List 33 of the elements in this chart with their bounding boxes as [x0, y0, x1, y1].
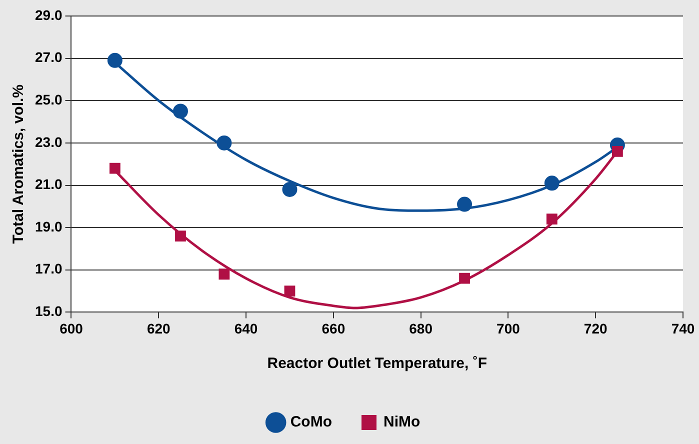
- y-tick-label: 27.0: [35, 49, 62, 66]
- point: [218, 268, 230, 280]
- x-tick-label: 720: [584, 320, 608, 336]
- point: [612, 146, 623, 157]
- point: [175, 230, 186, 242]
- point: [546, 214, 558, 225]
- y-tick-label: 23.0: [35, 134, 62, 150]
- point: [107, 52, 122, 68]
- point: [457, 196, 472, 212]
- x-tick-label: 660: [322, 320, 346, 336]
- x-tick-label: 640: [234, 320, 258, 336]
- point: [284, 286, 296, 296]
- legend-label: CoMo: [290, 414, 332, 431]
- y-tick-label: 19.0: [35, 218, 62, 234]
- point: [282, 182, 298, 197]
- x-tick-label: 620: [146, 320, 171, 336]
- legend-label: NiMo: [384, 414, 420, 431]
- point: [109, 162, 120, 174]
- y-tick-label: 17.0: [35, 260, 62, 277]
- y-tick-label: 29.0: [35, 6, 62, 23]
- x-tick-label: 600: [60, 320, 84, 336]
- y-axis-title: Total Aromatics, vol.%: [10, 84, 28, 244]
- y-tick-label: 21.0: [35, 176, 62, 192]
- y-tick-label: 25.0: [35, 91, 62, 108]
- x-tick-label: 680: [409, 320, 433, 336]
- point: [216, 135, 232, 150]
- point: [172, 104, 188, 119]
- y-tick-label: 15.0: [35, 303, 62, 320]
- point: [459, 272, 470, 284]
- x-tick-label: 700: [496, 320, 520, 336]
- x-axis-title: Reactor Outlet Temperature, ˚F: [267, 355, 488, 372]
- point: [544, 176, 560, 191]
- x-tick-label: 740: [671, 320, 695, 336]
